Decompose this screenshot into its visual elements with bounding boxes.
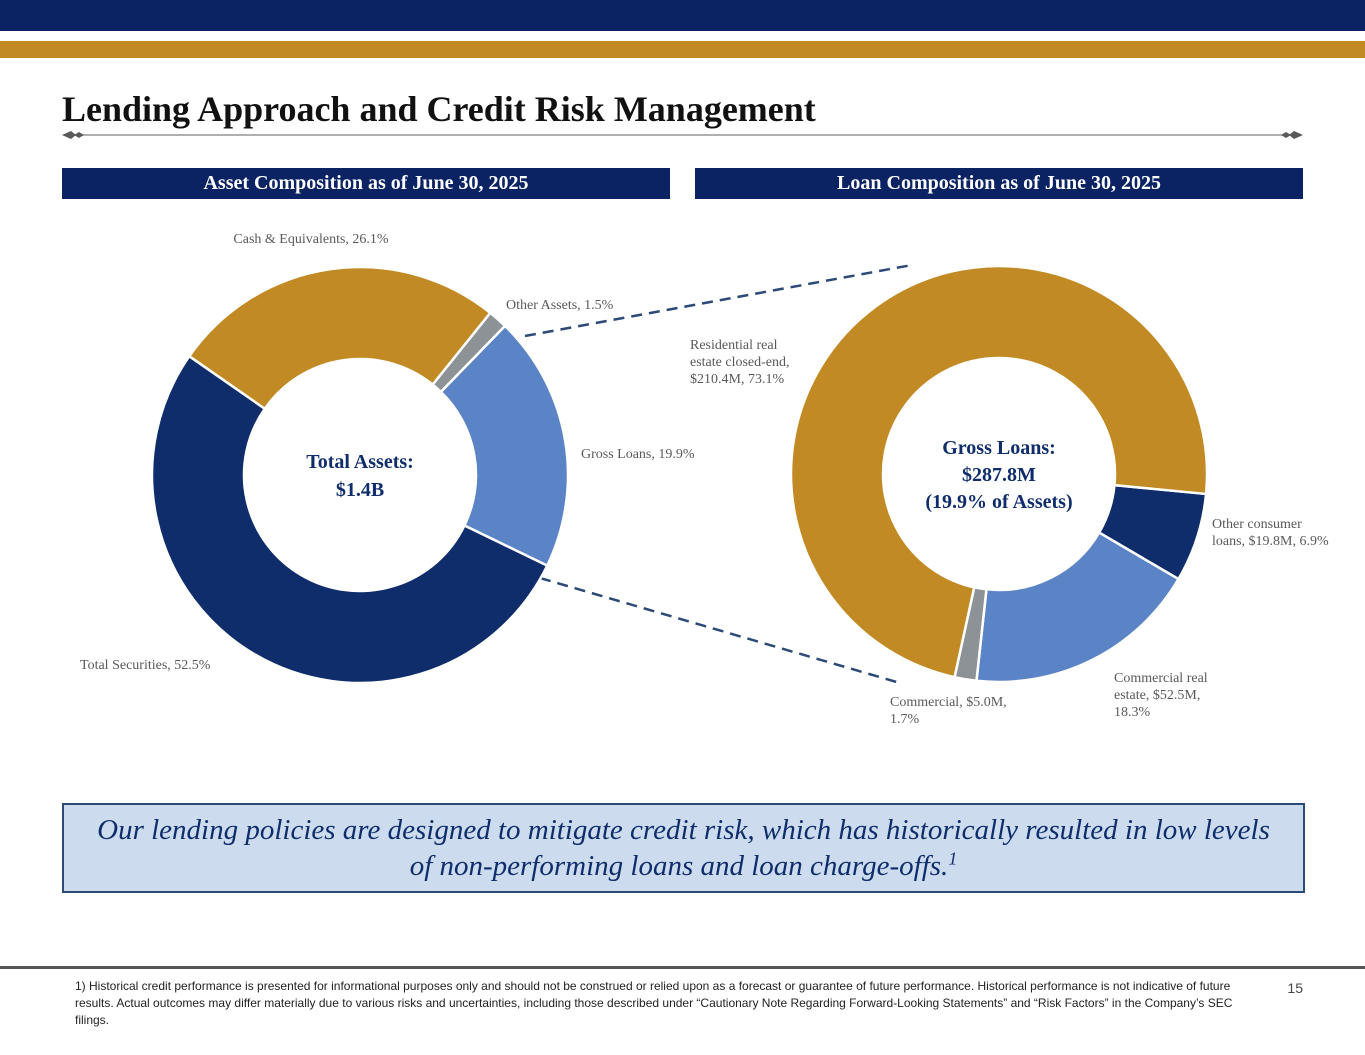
loan-slice-label-residential-real: Residential real estate closed-end, $210.4… (690, 338, 790, 387)
page-title: Lending Approach and Credit Risk Managem… (62, 89, 816, 129)
asset-slice-total-securities-52-5 (150, 354, 549, 685)
asset-slice-label-gross-loans-19-9: Gross Loans, 19.9% (581, 447, 695, 462)
top-navy-band (0, 0, 1365, 31)
asset-slice-gross-loans-19-9 (439, 324, 570, 568)
asset-center-label: Total Assets: $1.4B (306, 451, 414, 501)
connector-line-top (524, 263, 913, 338)
divider-ornament-right-icon (1289, 131, 1303, 139)
callout-text: Our lending policies are designed to mit… (64, 812, 1303, 884)
loan-slice-residential-real (789, 264, 1209, 679)
asset-slice-other-assets-1-5 (430, 311, 507, 394)
top-gold-band (0, 41, 1365, 58)
connector-lines (524, 263, 913, 685)
divider-ornament-left-icon (62, 131, 76, 139)
title-divider (62, 131, 1303, 139)
loan-slice-label-commercial-5-0m: Commercial, $5.0M, 1.7% (890, 695, 1007, 727)
asset-slice-label-total-securities-52-5: Total Securities, 52.5% (80, 658, 211, 673)
loan-composition-donut-chart: Other consumer loans, $19.8M, 6.9% Commerc… (690, 264, 1329, 727)
footnote: 1) Historical credit performance is pres… (75, 979, 1233, 1027)
connector-line-bottom (539, 576, 901, 685)
loan-slice-commercial-real (975, 530, 1181, 684)
asset-slice-label-cash-equivalents-26-1: Cash & Equivalents, 26.1% (233, 232, 388, 247)
charts-area: Gross Loans, 19.9% Total Securities, 52.5… (80, 232, 1329, 727)
loan-slice-label-commercial-real: Commercial real estate, $52.5M, 18.3% (1114, 671, 1208, 720)
asset-composition-header: Asset Composition as of June 30, 2025 (62, 168, 670, 199)
loan-slice-label-other-consumer: Other consumer loans, $19.8M, 6.9% (1212, 517, 1329, 549)
callout-footnote-ref: 1 (948, 848, 958, 869)
loan-composition-header: Loan Composition as of June 30, 2025 (695, 168, 1303, 199)
page-number: 15 (1287, 980, 1303, 996)
asset-composition-donut-chart: Gross Loans, 19.9% Total Securities, 52.5… (80, 232, 695, 685)
callout-statement: Our lending policies are designed to mit… (97, 814, 1270, 882)
footer-divider (0, 966, 1365, 969)
loan-center-label: Gross Loans: $287.8M (19.9% of Assets) (925, 437, 1072, 513)
callout-box: Our lending policies are designed to mit… (62, 803, 1305, 893)
asset-slice-cash-equivalents-26-1 (187, 265, 493, 411)
asset-slice-label-other-assets-1-5: Other Assets, 1.5% (506, 298, 614, 313)
